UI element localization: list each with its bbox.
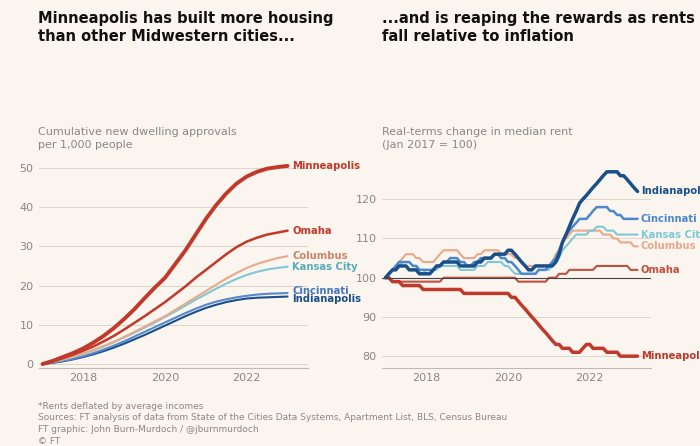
Text: Omaha: Omaha — [640, 265, 680, 275]
Text: Kansas City: Kansas City — [640, 230, 700, 240]
Text: Minneapolis: Minneapolis — [293, 161, 360, 171]
Text: *Rents deflated by average incomes
Sources: FT analysis of data from State of th: *Rents deflated by average incomes Sourc… — [38, 401, 507, 446]
Text: Indianapolis: Indianapolis — [640, 186, 700, 196]
Text: Cumulative new dwelling approvals
per 1,000 people: Cumulative new dwelling approvals per 1,… — [38, 127, 237, 150]
Text: Columbus: Columbus — [293, 251, 348, 261]
Text: Cincinnati: Cincinnati — [640, 214, 697, 224]
Text: Cincinnati: Cincinnati — [293, 286, 349, 296]
Text: Minneapolis has built more housing
than other Midwestern cities...: Minneapolis has built more housing than … — [38, 11, 334, 44]
Text: Columbus: Columbus — [640, 241, 696, 252]
Text: Minneapolis: Minneapolis — [640, 351, 700, 361]
Text: Kansas City: Kansas City — [293, 262, 358, 272]
Text: Indianapolis: Indianapolis — [293, 293, 361, 304]
Text: Omaha: Omaha — [293, 226, 332, 235]
Text: Real-terms change in median rent
(Jan 2017 = 100): Real-terms change in median rent (Jan 20… — [382, 127, 572, 150]
Text: ...and is reaping the rewards as rents
fall relative to inflation: ...and is reaping the rewards as rents f… — [382, 11, 694, 44]
